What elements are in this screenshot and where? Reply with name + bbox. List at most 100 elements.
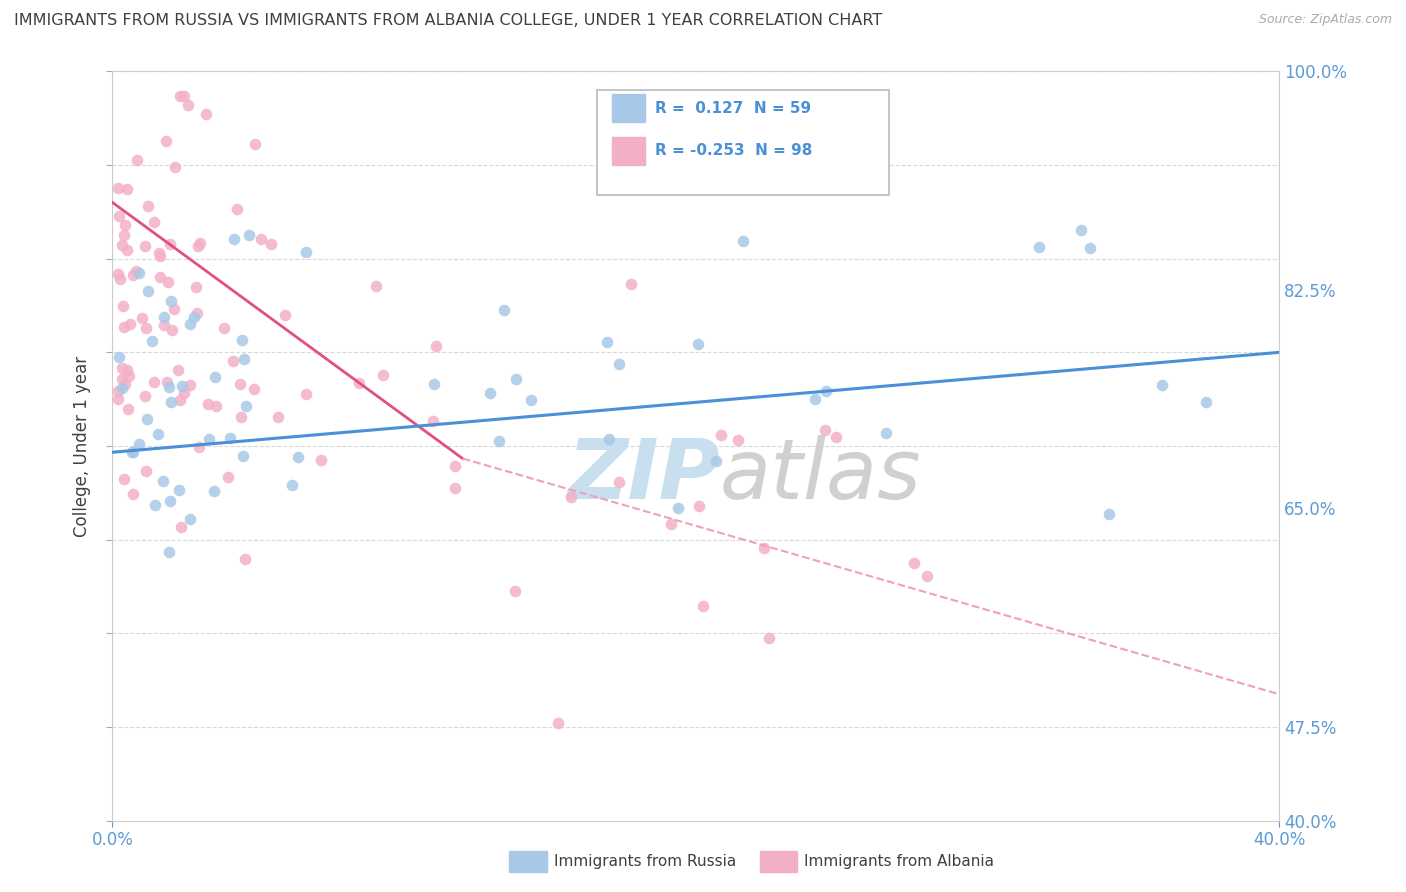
Point <box>173 89 195 103</box>
Point <box>111 381 134 395</box>
Point <box>231 333 253 347</box>
Text: IMMIGRANTS FROM RUSSIA VS IMMIGRANTS FROM ALBANIA COLLEGE, UNDER 1 YEAR CORRELAT: IMMIGRANTS FROM RUSSIA VS IMMIGRANTS FRO… <box>14 13 883 29</box>
Point <box>177 97 200 112</box>
Point <box>167 362 190 376</box>
Point <box>157 275 180 289</box>
Point <box>134 389 156 403</box>
Point <box>494 302 516 317</box>
Point <box>793 164 815 178</box>
Point <box>136 285 159 299</box>
Point <box>267 409 290 424</box>
Point <box>169 392 191 407</box>
Point <box>121 444 143 458</box>
Text: atlas: atlas <box>720 435 921 516</box>
Point <box>598 432 620 446</box>
Bar <box>612 136 644 165</box>
Point <box>1028 240 1050 254</box>
Point <box>758 631 780 645</box>
Point <box>197 397 219 411</box>
Bar <box>509 851 547 872</box>
Point <box>219 431 242 445</box>
Point <box>1152 377 1174 392</box>
Point <box>128 266 150 280</box>
Point <box>135 320 157 334</box>
Point <box>112 228 135 243</box>
Point <box>503 583 526 598</box>
Point <box>173 386 195 401</box>
Point <box>163 161 186 175</box>
Point <box>115 243 138 257</box>
Y-axis label: College, Under 1 year: College, Under 1 year <box>73 355 91 537</box>
Point <box>706 453 728 467</box>
Point <box>814 423 837 437</box>
Point <box>186 306 208 320</box>
Point <box>153 318 176 333</box>
Point <box>179 512 201 526</box>
Point <box>659 517 682 532</box>
Point <box>155 135 177 149</box>
Point <box>157 545 180 559</box>
Point <box>235 399 257 413</box>
Point <box>149 249 172 263</box>
Point <box>217 470 239 484</box>
Point <box>122 268 145 282</box>
Point <box>238 227 260 242</box>
Text: Immigrants from Russia: Immigrants from Russia <box>554 855 735 870</box>
Point <box>145 498 167 512</box>
Point <box>134 239 156 253</box>
Text: R =  0.127  N = 59: R = 0.127 N = 59 <box>655 101 811 116</box>
Point <box>107 267 129 281</box>
Point <box>666 501 689 516</box>
Point <box>112 300 135 314</box>
Point <box>287 450 309 464</box>
Point <box>803 392 825 406</box>
Point <box>560 491 582 505</box>
Point <box>224 232 246 246</box>
Point <box>260 237 283 252</box>
Point <box>903 557 925 571</box>
Point <box>112 320 135 334</box>
Point <box>179 317 201 331</box>
Point <box>156 375 179 389</box>
Text: Source: ZipAtlas.com: Source: ZipAtlas.com <box>1258 13 1392 27</box>
Point <box>366 278 388 293</box>
Point <box>229 409 252 424</box>
Point <box>141 334 163 348</box>
Point <box>149 269 172 284</box>
Point <box>184 280 207 294</box>
Point <box>423 377 446 392</box>
Point <box>135 464 157 478</box>
Point <box>371 368 394 382</box>
Point <box>143 376 166 390</box>
Point <box>1098 508 1121 522</box>
Point <box>295 244 318 259</box>
Point <box>875 425 897 440</box>
Point <box>153 310 176 325</box>
Text: ZIP: ZIP <box>567 435 720 516</box>
Point <box>118 368 141 383</box>
Point <box>107 350 129 364</box>
Point <box>243 382 266 396</box>
Point <box>169 483 191 497</box>
Bar <box>761 851 797 872</box>
Point <box>547 716 569 731</box>
Point <box>152 475 174 489</box>
Point <box>595 335 617 350</box>
Point <box>294 386 316 401</box>
Point <box>148 246 170 260</box>
Point <box>107 181 129 195</box>
Point <box>115 182 138 196</box>
Point <box>204 369 226 384</box>
Point <box>233 552 256 566</box>
Point <box>233 351 256 366</box>
Point <box>157 380 180 394</box>
Point <box>752 541 775 556</box>
Point <box>121 487 143 501</box>
Point <box>160 395 183 409</box>
Point <box>274 308 297 322</box>
Point <box>692 599 714 614</box>
Point <box>1195 394 1218 409</box>
Point <box>444 482 467 496</box>
Text: Immigrants from Albania: Immigrants from Albania <box>804 855 994 870</box>
Point <box>1078 240 1101 254</box>
